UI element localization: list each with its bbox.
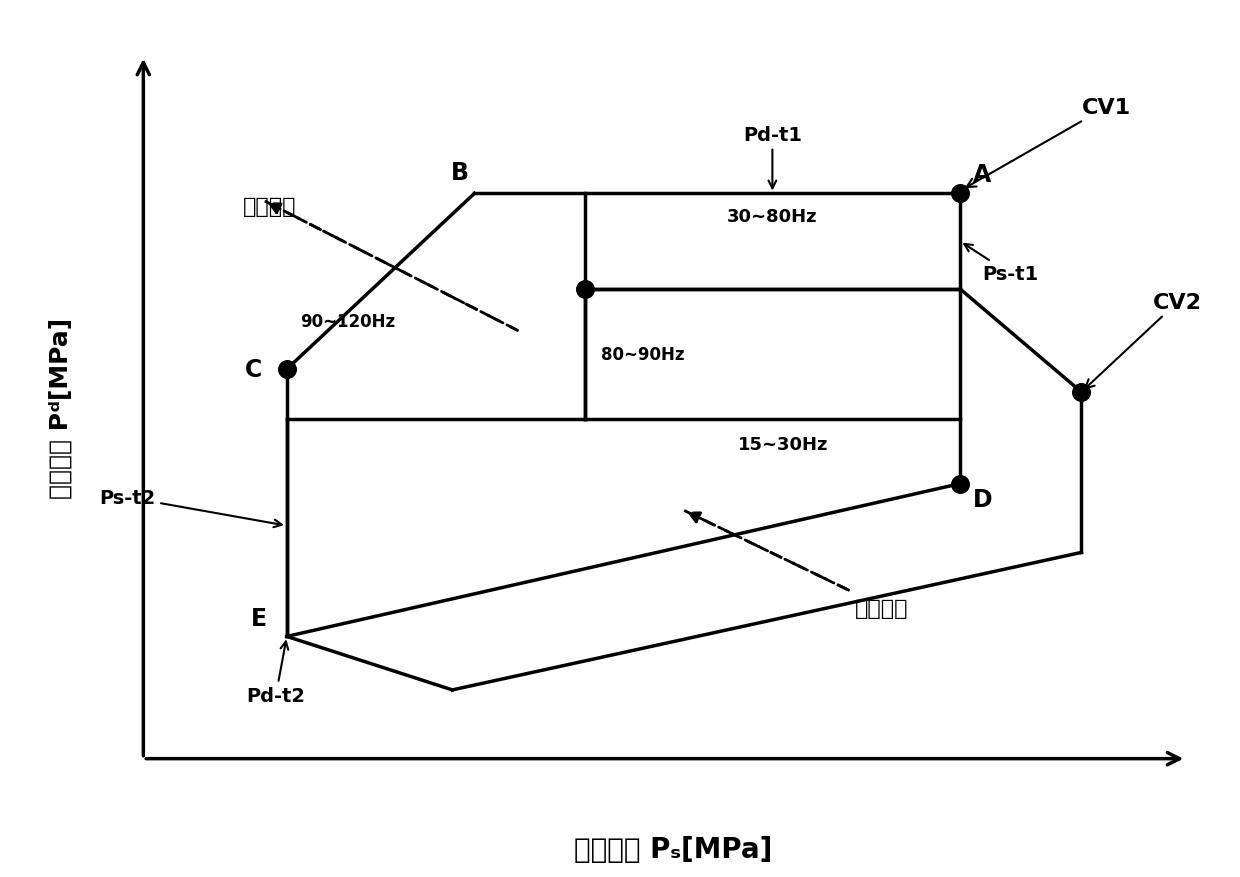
Text: 排气压力 Pᵈ[MPa]: 排气压力 Pᵈ[MPa] — [48, 317, 73, 498]
Point — [575, 282, 595, 296]
Point — [1071, 386, 1091, 400]
Point — [950, 477, 970, 491]
Text: 15~30Hz: 15~30Hz — [738, 435, 828, 453]
Point — [277, 363, 296, 377]
Text: 30~80Hz: 30~80Hz — [727, 208, 817, 226]
Text: 90~120Hz: 90~120Hz — [300, 313, 396, 331]
Text: 低压比线: 低压比线 — [856, 598, 909, 617]
Point — [950, 187, 970, 201]
Text: 80~90Hz: 80~90Hz — [601, 346, 684, 363]
Text: A: A — [973, 162, 992, 187]
Text: 高压比线: 高压比线 — [243, 197, 296, 217]
Text: C: C — [246, 358, 263, 381]
Text: Pd-t1: Pd-t1 — [743, 125, 802, 189]
Text: Ps-t2: Ps-t2 — [99, 488, 281, 528]
Text: 吸气压力 Pₛ[MPa]: 吸气压力 Pₛ[MPa] — [574, 835, 773, 863]
Text: CV1: CV1 — [967, 98, 1131, 188]
Text: E: E — [250, 607, 267, 631]
Text: Ps-t1: Ps-t1 — [965, 245, 1038, 284]
Text: Pd-t2: Pd-t2 — [247, 642, 305, 706]
Text: CV2: CV2 — [1085, 293, 1202, 389]
Text: D: D — [973, 488, 993, 512]
Text: B: B — [451, 161, 469, 185]
